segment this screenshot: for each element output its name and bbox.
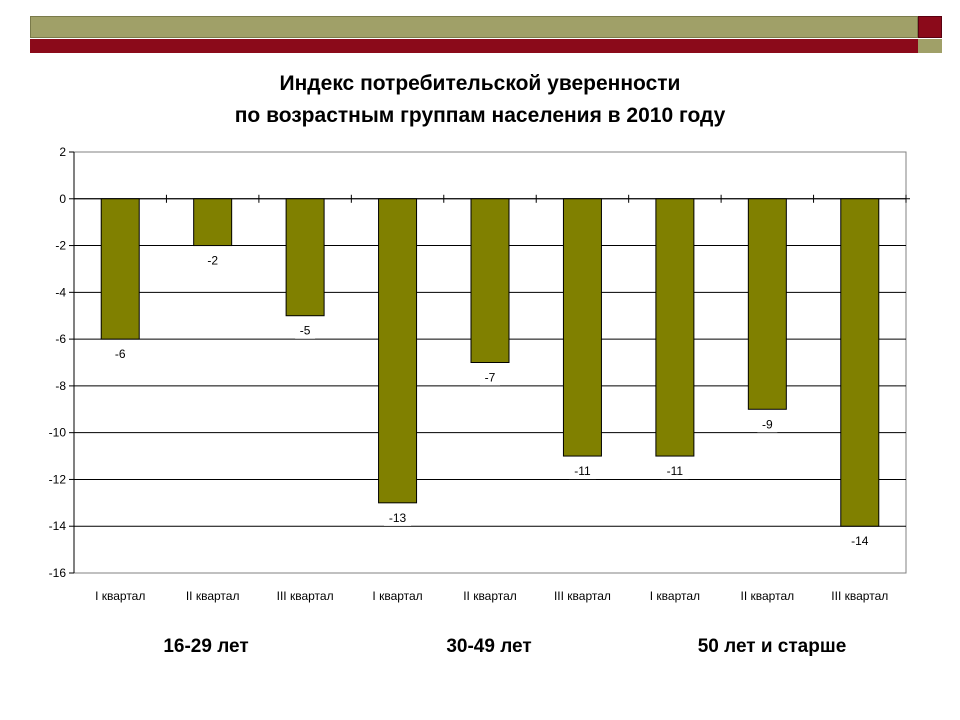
header-square-red bbox=[918, 16, 942, 38]
bar bbox=[378, 198, 418, 504]
chart-title-line-1: Индекс потребительской уверенности bbox=[279, 72, 681, 95]
data-label-bg bbox=[480, 369, 500, 386]
bar bbox=[193, 198, 233, 247]
y-tick-label: 0 bbox=[59, 192, 66, 206]
data-label: -13 bbox=[389, 511, 407, 525]
data-label: -14 bbox=[851, 534, 869, 548]
header-square-olive bbox=[918, 39, 942, 53]
y-tick-label: -10 bbox=[49, 426, 67, 440]
y-tick-label: -14 bbox=[49, 519, 67, 533]
bar bbox=[100, 198, 140, 340]
x-tick-label: III квартал bbox=[277, 589, 334, 603]
y-tick-label: -8 bbox=[55, 379, 66, 393]
x-tick-label: I квартал bbox=[650, 589, 700, 603]
data-label: -5 bbox=[300, 324, 311, 338]
bar bbox=[562, 198, 602, 457]
y-tick-label: 2 bbox=[59, 145, 66, 159]
x-tick-label: II квартал bbox=[186, 589, 240, 603]
group-label-50-plus: 50 лет и старше bbox=[697, 636, 847, 657]
bar bbox=[747, 198, 787, 410]
data-label-bg bbox=[661, 463, 689, 480]
bar bbox=[655, 198, 695, 457]
bar bbox=[470, 198, 510, 363]
x-tick-label: III квартал bbox=[831, 589, 888, 603]
data-label-bg bbox=[202, 252, 223, 269]
y-tick-label: -6 bbox=[55, 332, 66, 346]
data-label-bg bbox=[295, 322, 316, 339]
data-label-bg bbox=[568, 463, 596, 480]
x-tick-label: III квартал bbox=[554, 589, 611, 603]
x-tick-label: I квартал bbox=[372, 589, 422, 603]
data-label: -11 bbox=[667, 464, 684, 478]
x-tick-label: II квартал bbox=[463, 589, 517, 603]
x-tick-label: I квартал bbox=[95, 589, 145, 603]
data-label: -7 bbox=[485, 371, 496, 385]
group-label-30-49: 30-49 лет bbox=[446, 636, 532, 657]
data-label-bg bbox=[384, 509, 412, 526]
y-tick-label: -16 bbox=[49, 566, 67, 580]
data-label-bg bbox=[757, 416, 778, 433]
data-label: -6 bbox=[115, 347, 126, 361]
data-label: -11 bbox=[574, 464, 591, 478]
bar bbox=[285, 198, 325, 317]
data-label-bg bbox=[846, 533, 874, 550]
header-bar-red bbox=[30, 39, 918, 53]
y-tick-label: -2 bbox=[55, 239, 66, 253]
y-tick-label: -12 bbox=[49, 472, 67, 486]
bar bbox=[840, 198, 880, 527]
header-bar-olive bbox=[30, 16, 918, 38]
group-label-16-29: 16-29 лет bbox=[163, 636, 249, 657]
chart-title-line-2: по возрастным группам населения в 2010 г… bbox=[234, 104, 726, 127]
data-label: -2 bbox=[207, 254, 218, 268]
data-label: -9 bbox=[762, 417, 773, 431]
x-tick-label: II квартал bbox=[741, 589, 795, 603]
y-tick-label: -4 bbox=[55, 285, 66, 299]
data-label-bg bbox=[110, 346, 131, 363]
